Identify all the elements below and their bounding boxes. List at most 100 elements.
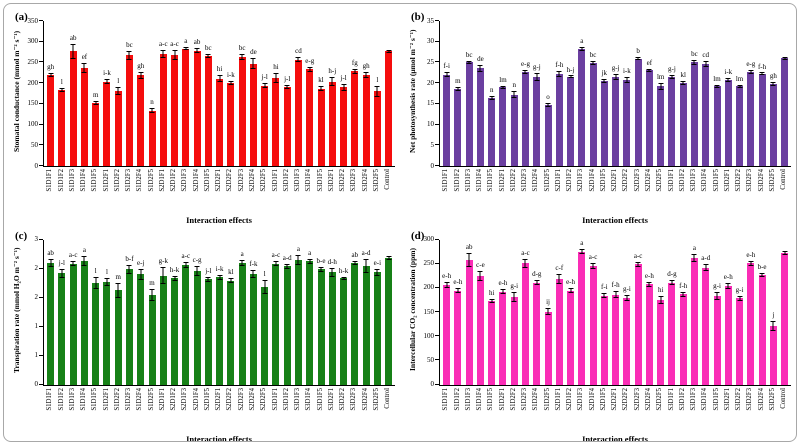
significance-letter: g-i [713, 282, 721, 291]
significance-letter: bc [126, 41, 133, 50]
x-tick-label: Control [384, 387, 392, 409]
y-axis-title: Intercellular CO₂ concentration (ppm) [407, 248, 417, 371]
y-tick-label: 200 [423, 283, 435, 292]
x-tick-label: S1D1F1 [46, 169, 54, 192]
bar [465, 62, 473, 166]
bar [443, 284, 451, 385]
bar-slot-S3D2F4: a-d [360, 240, 371, 385]
significance-letter: f-i [601, 283, 608, 292]
bar-slot-S2D2F5: lm [655, 21, 666, 166]
bar [589, 62, 597, 166]
significance-letter: ef [81, 52, 88, 61]
x-tick-label: S3D2F1 [327, 169, 335, 192]
y-axis-ticks: 0 5 10 15 20 25 30 35 [419, 17, 439, 169]
bar-slot-S2D2F1: hi [214, 21, 225, 166]
significance-letter: a [308, 248, 312, 257]
significance-letter: j-l [284, 75, 291, 84]
x-tick-label: S1D1F2 [453, 387, 461, 411]
x-tick-label: S2D2F5 [260, 387, 268, 411]
significance-letter: gh [137, 61, 145, 70]
significance-letter: b [636, 47, 640, 56]
significance-letter: gh [47, 63, 55, 72]
bar [283, 86, 291, 166]
significance-letter: i-k [103, 69, 111, 78]
bars-row: e-h e-h ab c-e hi e-h g-i a-c d-g ij c-f e-h a a-c f-i… [439, 239, 791, 386]
bar [340, 278, 348, 385]
significance-letter: e-h [746, 250, 756, 259]
significance-letter: ab [69, 33, 77, 42]
x-tick-label: S1D2F4 [136, 387, 144, 411]
significance-letter: l [60, 77, 63, 86]
x-tick-label: S2D1F3 [577, 169, 585, 192]
x-tick-label: S2D2F5 [260, 169, 268, 192]
bar [533, 76, 541, 166]
y-tick-mark [435, 383, 439, 385]
bar-slot-S1D2F3: a-c [520, 240, 531, 385]
bar [125, 269, 133, 385]
significance-letter: n [489, 86, 494, 94]
x-tick-label: S3D2F3 [350, 387, 358, 411]
bar [679, 294, 687, 385]
bar-slot-S2D1F3: a [576, 240, 587, 385]
significance-letter: m [115, 273, 121, 281]
x-tick-label: S2D2F2 [622, 169, 630, 192]
bar-slot-S2D1F5: bc [203, 21, 214, 166]
bar-slot-S1D1F3: ab [464, 240, 475, 385]
bar [702, 267, 710, 385]
significance-letter: a-d [361, 248, 371, 257]
significance-letter: e-h [453, 278, 463, 287]
y-tick-label: 2 [34, 264, 39, 272]
significance-letter: g-i [735, 286, 744, 295]
x-tick-label: S3D1F2 [678, 169, 686, 192]
x-axis-title: Interaction effects [186, 433, 252, 442]
x-tick-label: S1D1F1 [442, 169, 450, 192]
y-tick-label: 150 [423, 307, 435, 316]
bar [373, 91, 381, 166]
bar-slot-S3D1F1: d-g [666, 240, 677, 385]
bar [510, 94, 518, 166]
bar-slot-S3D1F1: a-c [270, 240, 281, 385]
bar [668, 76, 676, 166]
bar [227, 83, 235, 166]
x-tick-label: S1D2F3 [125, 387, 133, 411]
bar [600, 295, 608, 385]
bar [578, 49, 586, 166]
y-tick-mark [435, 82, 439, 84]
significance-letter: l [94, 267, 97, 276]
x-tick-label: S2D1F1 [158, 387, 166, 411]
bar [488, 301, 496, 385]
x-tick-label: S2D2F3 [633, 169, 641, 192]
significance-letter: e-h [498, 279, 508, 288]
bar [238, 57, 246, 166]
significance-letter: g-i [510, 282, 519, 291]
x-tick-label: S3D2F5 [768, 169, 776, 192]
bar-slot-S3D2F2: j-l [338, 21, 349, 166]
significance-letter: e-h [566, 278, 576, 287]
x-tick-label: S2D2F1 [215, 169, 223, 192]
x-tick-label: S2D2F5 [656, 387, 664, 411]
significance-letter: a-c [521, 248, 530, 257]
bar-slot-S1D1F2: m [452, 21, 463, 166]
significance-letter: f-h [757, 62, 767, 71]
plot-area: f-i m bc de n lm n e-g g-j o f-h h-j a bc jk g-j i-k b ef l… [439, 21, 791, 223]
panel-label-b: (b) [411, 11, 425, 23]
significance-letter: a-d [701, 254, 711, 263]
bar [510, 297, 518, 385]
y-axis-ticks: 0 50 100 150 200 250 300 [419, 236, 439, 388]
x-tick-label: S1D1F4 [476, 169, 484, 192]
bar-slot-S1D2F3: b-f [124, 240, 135, 385]
x-tick-label: S2D1F3 [577, 387, 585, 411]
bar [261, 286, 269, 385]
y-tick-label: 150 [27, 99, 39, 108]
x-tick-label: S2D1F2 [170, 387, 178, 411]
bar-slot-S1D1F1: gh [45, 21, 56, 166]
bars-row: f-i m bc de n lm n e-g g-j o f-h h-j a bc jk g-j i-k b ef l… [439, 21, 791, 167]
x-tick-label: S2D2F4 [249, 387, 257, 411]
y-tick-label: 100 [423, 331, 435, 340]
bar [769, 326, 777, 385]
bar-slot-S1D1F1: ab [45, 240, 56, 385]
significance-letter: e-g [305, 57, 315, 65]
bar [555, 74, 563, 166]
significance-letter: a [692, 244, 697, 252]
significance-letter: a-c [633, 251, 643, 260]
